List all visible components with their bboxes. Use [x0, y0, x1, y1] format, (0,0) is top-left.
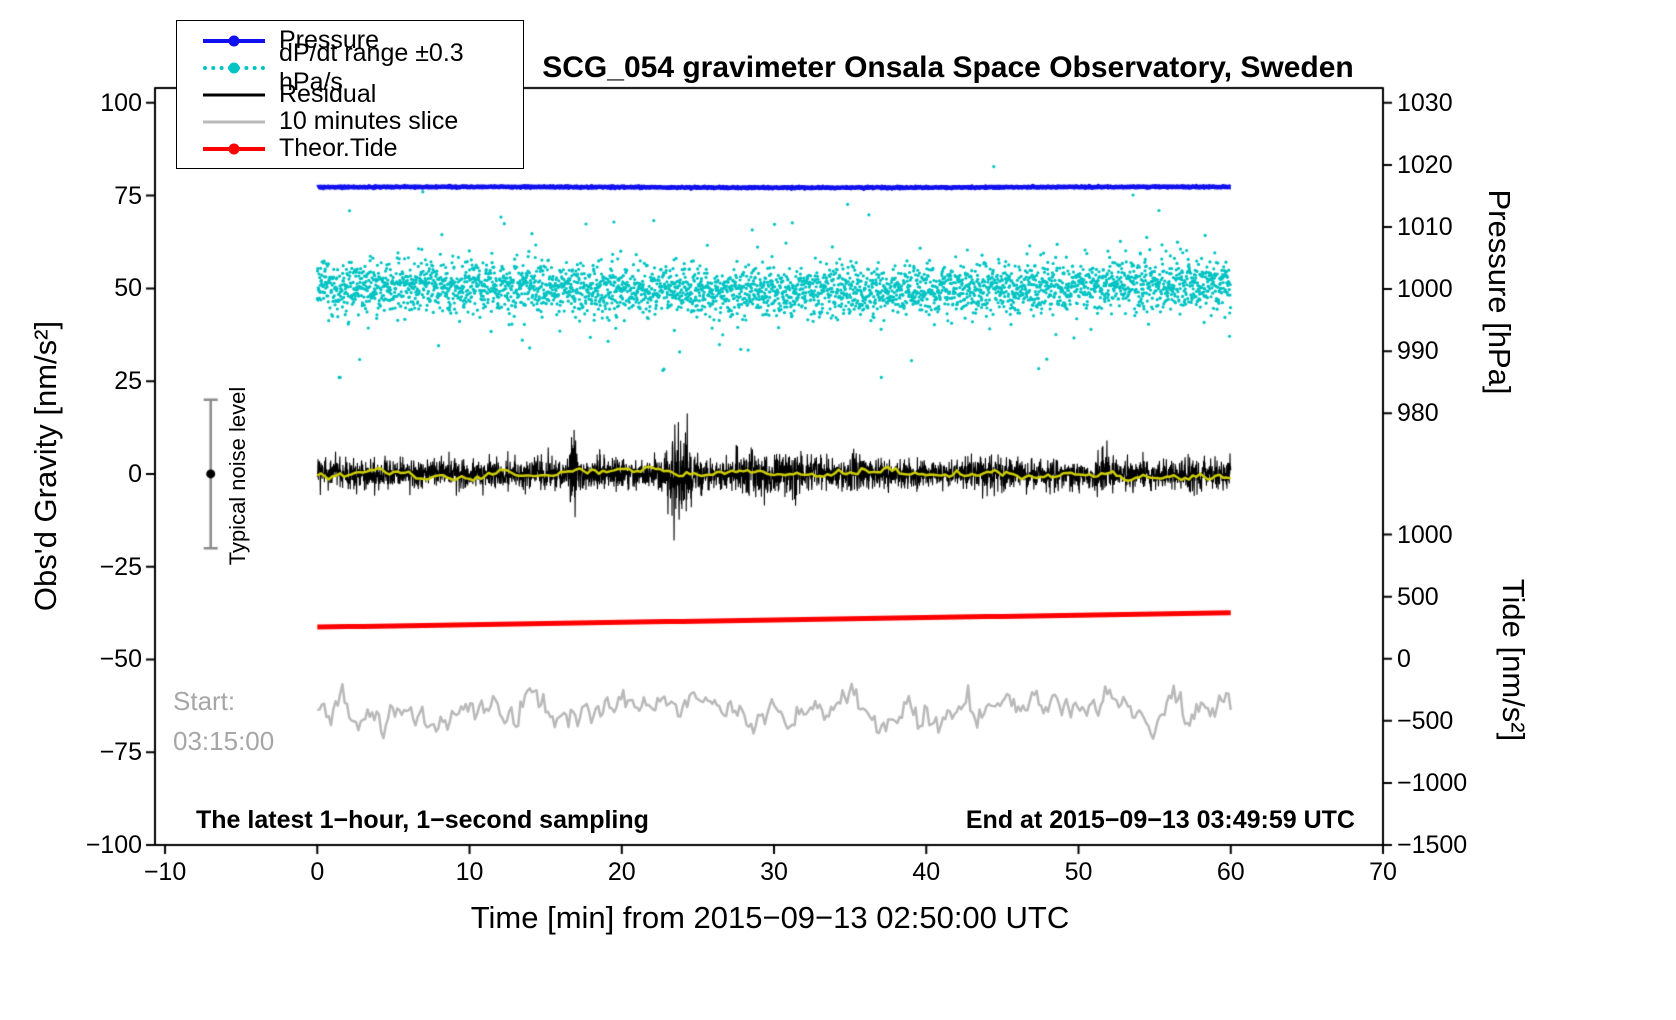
- legend-row-residual: Residual: [203, 80, 523, 108]
- tick-label-time: 70: [1369, 858, 1397, 886]
- chart-title: SCG_054 gravimeter Onsala Space Observat…: [542, 51, 1354, 84]
- legend-row-tide: Theor.Tide: [203, 134, 523, 162]
- tick-label-gravity: −25: [99, 552, 142, 581]
- legend-row-pressure: Pressure: [203, 26, 523, 54]
- footer-end-time: End at 2015−09−13 03:49:59 UTC: [965, 806, 1355, 834]
- legend-label-residual: Residual: [279, 80, 377, 108]
- tick-label-time: 0: [310, 858, 325, 886]
- slice-line-marker: [203, 115, 265, 129]
- tick-label-time: −10: [143, 858, 187, 886]
- tick-label-gravity: 100: [100, 88, 142, 117]
- footer-sampling-note: The latest 1−hour, 1−second sampling: [196, 806, 649, 834]
- noise-level-label: Typical noise level: [225, 386, 250, 566]
- legend-row-slice: 10 minutes slice: [203, 107, 523, 135]
- legend: Pressure dP/dt range ±0.3 hPa/s Residual…: [176, 20, 524, 169]
- pressure-line-dot-marker: [203, 34, 265, 48]
- tick-label-pressure: 980: [1397, 399, 1439, 428]
- start-time: 03:15:00: [173, 726, 275, 756]
- tick-label-pressure: 990: [1397, 337, 1439, 366]
- tick-label-time: 20: [607, 858, 636, 886]
- tick-label-gravity: 0: [128, 459, 142, 488]
- tick-label-time: 50: [1064, 858, 1093, 886]
- tick-label-pressure: 1010: [1397, 213, 1453, 241]
- tick-label-time: 60: [1216, 858, 1245, 886]
- legend-row-dpdt: dP/dt range ±0.3 hPa/s: [203, 39, 523, 96]
- legend-label-slice: 10 minutes slice: [279, 107, 459, 135]
- start-label: Start:: [173, 686, 236, 716]
- tick-label-tide: −1000: [1397, 768, 1468, 797]
- tick-label-pressure: 1020: [1397, 150, 1453, 179]
- legend-label-tide: Theor.Tide: [279, 134, 398, 162]
- y-axis-label-gravity: Obs'd Gravity [nm/s²]: [28, 320, 63, 612]
- tick-label-time: 40: [912, 858, 941, 886]
- legend-label-pressure: Pressure: [279, 26, 380, 54]
- legend-label-dpdt: dP/dt range ±0.3 hPa/s: [279, 38, 464, 96]
- dpdt-dots-marker: [203, 61, 265, 75]
- tick-label-tide: 0: [1397, 644, 1411, 673]
- tick-label-gravity: −100: [85, 831, 142, 859]
- y-axis-label-tide: Tide [nm/s²]: [1496, 578, 1531, 742]
- tick-label-tide: 500: [1397, 582, 1439, 611]
- residual-line-marker: [203, 88, 265, 102]
- tide-line-dot-marker: [203, 142, 265, 156]
- tick-label-tide: −500: [1397, 706, 1454, 735]
- tick-label-time: 10: [455, 858, 484, 886]
- y-axis-label-pressure: Pressure [hPa]: [1482, 189, 1517, 395]
- tick-label-gravity: 25: [114, 367, 142, 396]
- x-axis-label: Time [min] from 2015−09−13 02:50:00 UTC: [470, 900, 1070, 935]
- tick-label-gravity: −50: [99, 645, 142, 674]
- tick-label-gravity: −75: [99, 738, 142, 767]
- tick-label-tide: −1500: [1397, 831, 1468, 859]
- tick-label-pressure: 1030: [1397, 88, 1453, 117]
- tick-label-pressure: 1000: [1397, 275, 1453, 304]
- tick-label-time: 30: [760, 858, 788, 886]
- tick-label-gravity: 50: [114, 274, 142, 303]
- tick-label-gravity: 75: [114, 181, 142, 210]
- tick-label-tide: 1000: [1397, 520, 1453, 549]
